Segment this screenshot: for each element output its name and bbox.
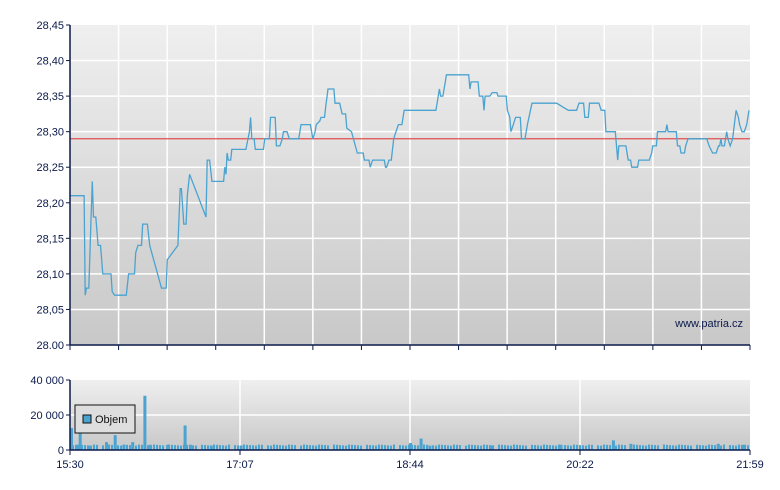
price-tick-label: 28,15 (36, 233, 64, 245)
price-tick-label: 28,30 (36, 127, 64, 139)
price-gridlines (70, 25, 750, 345)
price-tick-label: 28,40 (36, 56, 64, 68)
volume-bar (131, 442, 135, 450)
legend-swatch-icon (82, 414, 92, 424)
time-tick-label: 15:30 (56, 459, 84, 471)
volume-bar (183, 425, 187, 450)
volume-bar (611, 440, 615, 450)
volume-bar (428, 445, 432, 450)
volume-gridlines (70, 380, 750, 450)
time-tick-label: 18:44 (396, 459, 424, 471)
price-x-axis (69, 344, 751, 350)
volume-bar (188, 444, 192, 450)
volume-bar (489, 445, 493, 450)
price-tick-label: 28,20 (36, 198, 64, 210)
volume-bar (409, 443, 413, 450)
time-tick-label: 20:22 (566, 459, 594, 471)
volume-y-axis: 40 000 20 000 0 (30, 375, 71, 457)
price-tick-label: 28,25 (36, 162, 64, 174)
volume-bar (559, 444, 563, 450)
time-tick-label: 21:59 (736, 459, 764, 471)
price-tick-label: 28,10 (36, 269, 64, 281)
volume-bar (148, 444, 152, 450)
volume-tick-label: 40 000 (30, 375, 64, 387)
volume-bar (75, 444, 79, 450)
price-tick-label: 28.00 (36, 340, 64, 352)
watermark-text[interactable]: www.patria.cz (674, 318, 743, 330)
volume-bar (716, 443, 720, 450)
volume-tick-label: 0 (58, 445, 64, 457)
volume-bar (105, 442, 108, 450)
price-line (70, 74, 750, 296)
time-tick-label: 17:07 (226, 459, 254, 471)
volume-tick-label: 20 000 (30, 410, 64, 422)
price-tick-label: 28,35 (36, 91, 64, 103)
volume-bar (143, 395, 147, 450)
volume-bar (209, 445, 213, 450)
volume-bar (78, 428, 82, 450)
price-tick-label: 28,45 (36, 20, 64, 32)
volume-bar (70, 428, 73, 450)
volume-bars (70, 395, 749, 450)
price-y-axis: 28,45 28,40 28,35 28,30 28,25 28,20 28,15 28,10… (36, 20, 71, 352)
volume-bar (743, 444, 746, 450)
volume-bar (166, 444, 170, 450)
legend-box: Objem (74, 404, 136, 434)
volume-bar (87, 445, 91, 450)
time-x-axis: 15:30 17:07 18:44 20:22 21:59 (56, 449, 764, 471)
legend-label: Objem (95, 414, 127, 426)
price-tick-label: 28,05 (36, 304, 64, 316)
volume-bar (113, 435, 117, 450)
volume-bar (629, 443, 633, 450)
volume-bar (419, 438, 423, 450)
volume-bar (122, 444, 126, 450)
price-chart-panel: 28,45 28,40 28,35 28,30 28,25 28,20 28,15 28,10… (36, 20, 751, 352)
volume-bar (239, 445, 243, 450)
